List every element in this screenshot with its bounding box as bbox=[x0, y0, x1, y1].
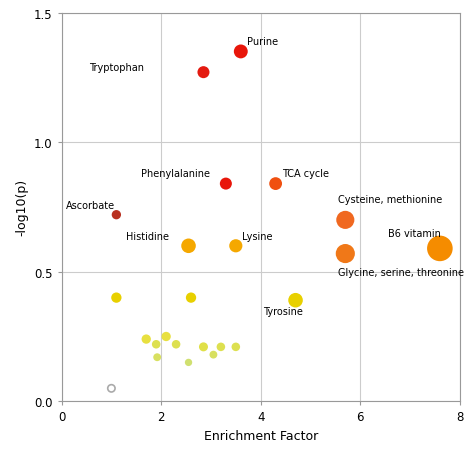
Point bbox=[187, 295, 195, 302]
Point bbox=[113, 212, 120, 219]
Point bbox=[200, 69, 207, 77]
Point bbox=[154, 354, 161, 361]
Text: Tyrosine: Tyrosine bbox=[263, 306, 303, 316]
Point bbox=[292, 297, 300, 304]
Text: Phenylalanine: Phenylalanine bbox=[141, 169, 210, 179]
Point bbox=[108, 385, 115, 392]
Text: Cysteine, methionine: Cysteine, methionine bbox=[338, 195, 442, 205]
Text: Glycine, serine, threonine: Glycine, serine, threonine bbox=[338, 267, 464, 277]
Text: Histidine: Histidine bbox=[126, 231, 169, 241]
Point bbox=[200, 344, 207, 351]
Point bbox=[272, 180, 279, 188]
Point bbox=[142, 336, 150, 343]
Text: TCA cycle: TCA cycle bbox=[282, 169, 328, 179]
Point bbox=[232, 243, 239, 250]
Text: Tryptophan: Tryptophan bbox=[89, 63, 144, 73]
Point bbox=[162, 333, 170, 341]
Text: B6 vitamin: B6 vitamin bbox=[388, 229, 440, 239]
Point bbox=[436, 245, 444, 253]
Point bbox=[232, 344, 239, 351]
Point bbox=[210, 351, 217, 359]
Point bbox=[341, 217, 349, 224]
Point bbox=[237, 49, 245, 56]
Point bbox=[217, 344, 225, 351]
Point bbox=[341, 250, 349, 258]
Point bbox=[185, 243, 192, 250]
Point bbox=[222, 180, 229, 188]
Point bbox=[152, 341, 160, 348]
Point bbox=[172, 341, 180, 348]
Y-axis label: -log10(p): -log10(p) bbox=[16, 179, 28, 236]
X-axis label: Enrichment Factor: Enrichment Factor bbox=[203, 429, 318, 442]
Text: Ascorbate: Ascorbate bbox=[65, 200, 115, 210]
Point bbox=[113, 295, 120, 302]
Text: Lysine: Lysine bbox=[242, 231, 272, 241]
Point bbox=[185, 359, 192, 366]
Text: Purine: Purine bbox=[247, 37, 278, 47]
